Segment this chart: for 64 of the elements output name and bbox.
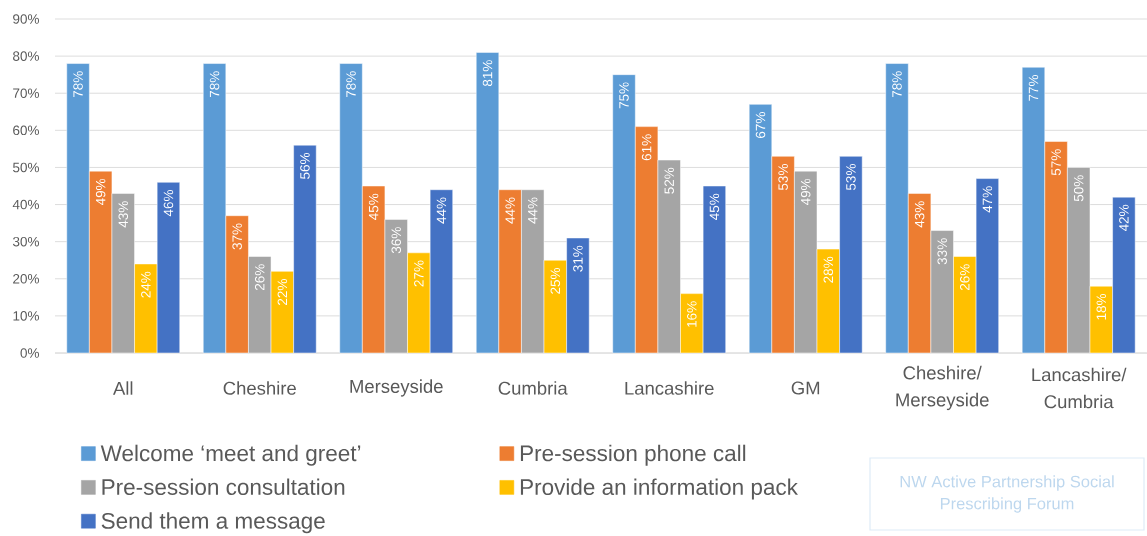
data-label: 78% (892, 71, 902, 98)
data-label: 49% (800, 178, 811, 206)
x-tick-label: Lancashire (625, 381, 714, 395)
legend-label: Provide an information pack (520, 478, 798, 500)
data-label: 56% (300, 152, 310, 179)
y-tick-label: 30% (12, 236, 39, 247)
data-label: 52% (664, 167, 674, 194)
data-label: 61% (641, 134, 652, 161)
data-label: 28% (823, 256, 834, 283)
text: NW Active Partnership Social Prescribing Forum (900, 475, 1114, 513)
legend-label: Pre-session phone call (520, 444, 746, 466)
y-tick-label: 10% (13, 311, 39, 321)
data-label: 46% (163, 190, 174, 217)
data-label: 45% (368, 193, 379, 220)
data-label: 25% (550, 267, 561, 294)
legend-label: Send them a message (101, 512, 325, 534)
data-label: 75% (619, 82, 629, 109)
data-label: 78% (73, 71, 83, 98)
data-label: 42% (1119, 204, 1129, 232)
x-tick-label: Merseyside (350, 379, 443, 397)
data-label: 31% (573, 245, 583, 272)
y-tick-label: 70% (13, 88, 39, 98)
data-label: 44% (528, 197, 538, 224)
data-label: 44% (436, 197, 447, 224)
data-label: 53% (778, 164, 788, 191)
legend-label: Welcome ‘meet and greet’ (100, 444, 361, 466)
x-tick-label: Cumbria (498, 381, 568, 395)
y-tick-label: 80% (13, 51, 39, 61)
data-label: 16% (687, 301, 697, 327)
data-label: 36% (391, 227, 402, 254)
y-tick-label: 50% (12, 162, 39, 173)
data-label: 81% (482, 60, 493, 87)
data-label: 53% (846, 164, 856, 191)
data-label: 27% (414, 260, 424, 287)
data-label: 43% (914, 201, 925, 228)
data-label: 18% (1096, 293, 1107, 320)
data-label: 50% (1073, 175, 1084, 202)
data-label: 44% (505, 197, 515, 224)
y-tick-label: 60% (13, 125, 39, 136)
data-label: 26% (960, 264, 970, 291)
data-label: 33% (937, 238, 947, 265)
legend-label: Pre-session consultation (102, 478, 345, 496)
data-label: 43% (118, 201, 129, 228)
data-label: 24% (141, 271, 151, 298)
data-label: 78% (209, 71, 220, 98)
data-label: 49% (95, 178, 106, 206)
data-label: 45% (709, 193, 720, 220)
x-tick-label: Cheshire (223, 381, 296, 395)
y-tick-label: 0% (20, 348, 39, 358)
x-tick-label: All (113, 381, 133, 395)
data-label: 77% (1028, 74, 1039, 101)
data-label: 57% (1051, 149, 1061, 176)
y-tick-label: 20% (13, 274, 39, 284)
x-tick-label: Lancashire/ Cumbria (1032, 367, 1127, 409)
data-label: 37% (232, 223, 242, 250)
x-tick-label: GM (791, 381, 820, 395)
data-label: 22% (277, 279, 288, 305)
data-label: 78% (346, 71, 356, 98)
y-tick-label: 90% (13, 14, 39, 24)
data-label: 47% (982, 186, 993, 213)
data-label: 26% (254, 264, 265, 291)
y-tick-label: 40% (12, 199, 39, 210)
data-label: 67% (755, 112, 766, 138)
x-tick-label: Cheshire/ Merseyside (896, 365, 989, 411)
